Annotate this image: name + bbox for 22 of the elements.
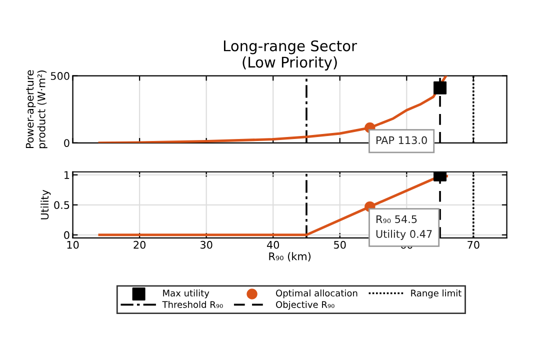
x-tick-label: 30 — [200, 240, 212, 249]
y-tick-label: 0 — [64, 231, 70, 240]
x-tick-label: 40 — [266, 240, 280, 249]
y-tick-label: 0 — [64, 139, 70, 147]
legend-label: Range limit — [411, 290, 462, 298]
y-tick-label: 500 — [50, 72, 70, 80]
legend-label: Objective R₉₀ — [276, 300, 334, 310]
chart-title: Long-range Sector (Low Priority) — [224, 40, 358, 71]
legend-label: Max utility — [163, 290, 210, 298]
legend-label: Optimal allocation — [276, 290, 358, 298]
y-tick-label: 0.5 — [54, 201, 70, 209]
x-tick-label: 20 — [134, 240, 146, 249]
y-axis-title: Power-aperture product (W·m²) — [26, 70, 48, 148]
x-tick-label: 50 — [334, 240, 346, 249]
y-tick-label: 1 — [64, 171, 70, 179]
x-tick-label: 70 — [468, 240, 480, 249]
x-axis-title: R₉₀ (km) — [269, 252, 311, 262]
annotation: PAP 113.0 — [376, 136, 427, 144]
x-tick-label: 10 — [67, 240, 79, 249]
legend-label: Threshold R₉₀ — [162, 300, 223, 308]
y-axis-title: Utility — [40, 190, 51, 220]
annotation: R₉₀ 54.5 Utility 0.47 — [376, 215, 432, 240]
